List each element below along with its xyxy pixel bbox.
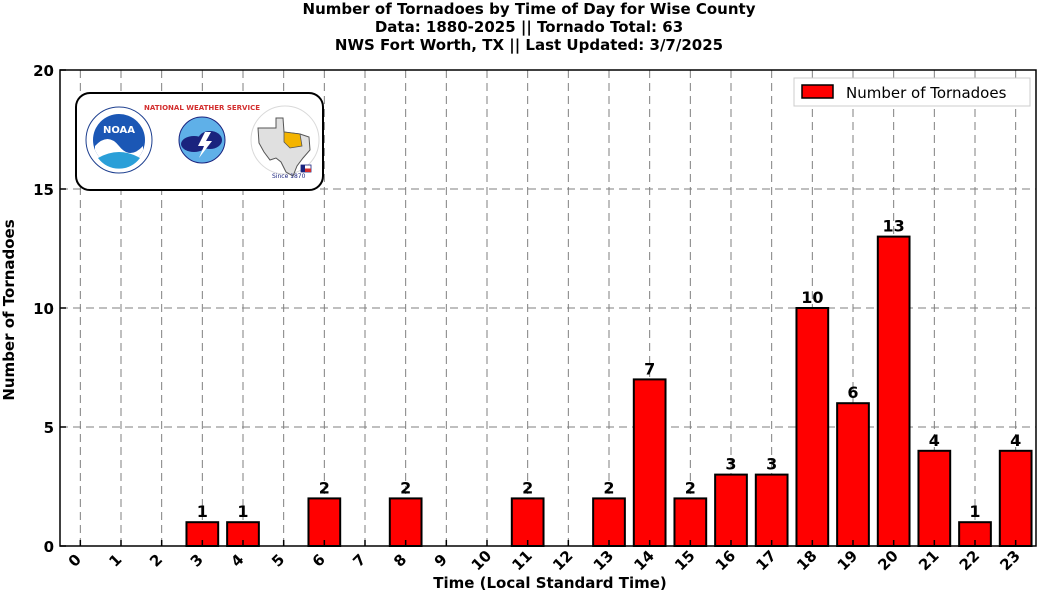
x-tick-label-22: 22 bbox=[956, 547, 983, 574]
bar-value-label-21: 4 bbox=[929, 431, 940, 450]
x-tick-label-2: 2 bbox=[146, 550, 166, 570]
bar-hour-17 bbox=[754, 473, 789, 548]
x-tick-label-19: 19 bbox=[834, 547, 861, 574]
bar-hour-19 bbox=[836, 402, 870, 548]
x-tick-label-11: 11 bbox=[508, 547, 535, 574]
x-tick-label-3: 3 bbox=[187, 550, 207, 570]
chart-title-block: Number of Tornadoes by Time of Day for W… bbox=[0, 0, 1037, 54]
bar-value-labels: 1 1 2 2 2 2 7 2 3 3 10 6 13 4 1 4 bbox=[197, 217, 1021, 522]
bar-hour-6 bbox=[307, 497, 342, 547]
bar-value-label-18: 10 bbox=[801, 288, 823, 307]
y-tick-label-5: 5 bbox=[44, 419, 54, 437]
nws-fort-worth-since: Since 1870 bbox=[272, 173, 306, 180]
bar-value-label-20: 13 bbox=[883, 217, 905, 236]
legend-swatch bbox=[801, 84, 834, 99]
bar-value-label-23: 4 bbox=[1010, 431, 1021, 450]
x-axis-title: Time (Local Standard Time) bbox=[433, 574, 667, 592]
bar-hour-16 bbox=[714, 473, 748, 548]
x-tick-label-10: 10 bbox=[468, 547, 495, 574]
bar-value-label-4: 1 bbox=[237, 502, 248, 521]
bars bbox=[185, 235, 1033, 548]
nws-logo: NATIONAL WEATHER SERVICE bbox=[144, 104, 260, 176]
nws-logo-text: NATIONAL WEATHER SERVICE bbox=[144, 104, 260, 112]
x-tick-label-7: 7 bbox=[349, 550, 369, 570]
y-tick-label-15: 15 bbox=[33, 181, 54, 199]
x-tick-label-20: 20 bbox=[874, 547, 901, 574]
bar-value-label-8: 2 bbox=[400, 478, 411, 497]
x-tick-label-0: 0 bbox=[65, 550, 85, 570]
bar-hour-8 bbox=[388, 497, 423, 547]
chart-title: Number of Tornadoes by Time of Day for W… bbox=[302, 0, 756, 18]
x-tick-label-13: 13 bbox=[590, 547, 617, 574]
bar-hour-11 bbox=[510, 497, 545, 547]
bar-value-label-3: 1 bbox=[197, 502, 208, 521]
x-tick-label-21: 21 bbox=[915, 547, 942, 574]
x-tick-label-17: 17 bbox=[752, 547, 779, 574]
bar-hour-18 bbox=[795, 307, 830, 547]
x-tick-label-9: 9 bbox=[431, 550, 451, 570]
chart-subtitle-office: NWS Fort Worth, TX || Last Updated: 3/7/… bbox=[334, 36, 724, 54]
x-tick-label-16: 16 bbox=[712, 547, 739, 574]
x-tick-label-23: 23 bbox=[996, 547, 1023, 574]
y-tick-label-10: 10 bbox=[33, 300, 54, 318]
x-tick-label-15: 15 bbox=[671, 547, 698, 574]
y-axis-ticks: 0 5 10 15 20 bbox=[33, 62, 66, 556]
legend-label: Number of Tornadoes bbox=[846, 84, 1007, 102]
bar-hour-23 bbox=[998, 449, 1033, 547]
x-tick-label-1: 1 bbox=[105, 550, 125, 570]
noaa-logo-text: NOAA bbox=[103, 125, 135, 136]
nws-fort-worth-logo: Since 1870 bbox=[250, 105, 320, 180]
bar-value-label-19: 6 bbox=[847, 383, 858, 402]
bar-value-label-6: 2 bbox=[319, 478, 330, 497]
x-tick-label-12: 12 bbox=[549, 547, 576, 574]
bar-value-label-17: 3 bbox=[766, 455, 777, 474]
logo-panel: NOAA NATIONAL WEATHER SERVICE Since 1870 bbox=[75, 92, 324, 191]
y-tick-label-0: 0 bbox=[44, 538, 54, 556]
y-tick-label-20: 20 bbox=[33, 62, 54, 80]
bar-value-label-16: 3 bbox=[725, 455, 736, 474]
bar-hour-13 bbox=[592, 497, 626, 547]
bar-hour-21 bbox=[917, 449, 952, 547]
x-tick-label-14: 14 bbox=[630, 547, 657, 574]
chart-subtitle-data: Data: 1880-2025 || Tornado Total: 63 bbox=[374, 18, 684, 36]
legend: Number of Tornadoes bbox=[793, 77, 1031, 107]
x-tick-label-18: 18 bbox=[793, 547, 820, 574]
noaa-logo: NOAA bbox=[85, 106, 153, 174]
bar-hour-14 bbox=[632, 378, 667, 547]
bar-value-label-11: 2 bbox=[522, 478, 533, 497]
bar-value-label-13: 2 bbox=[603, 478, 614, 497]
x-tick-label-6: 6 bbox=[309, 550, 329, 570]
bar-hour-15 bbox=[673, 497, 708, 547]
x-tick-label-5: 5 bbox=[268, 550, 288, 570]
bar-value-label-15: 2 bbox=[685, 478, 696, 497]
bar-hour-20 bbox=[876, 235, 911, 547]
x-tick-label-4: 4 bbox=[227, 550, 247, 570]
y-axis-title: Number of Tornadoes bbox=[0, 219, 18, 400]
x-tick-label-8: 8 bbox=[390, 550, 410, 570]
bar-value-label-14: 7 bbox=[644, 359, 655, 378]
bar-value-label-22: 1 bbox=[969, 502, 980, 521]
